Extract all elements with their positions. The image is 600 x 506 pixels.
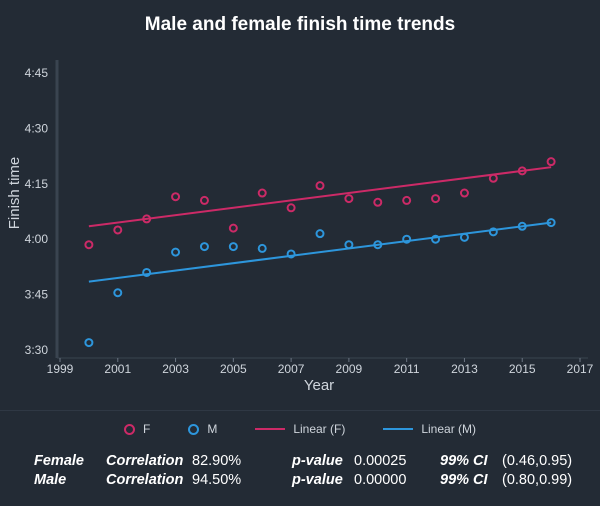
data-point bbox=[517, 221, 527, 231]
stat-group-label: Female bbox=[34, 453, 84, 469]
legend-marker-circle bbox=[123, 423, 135, 435]
x-tick-label: 2005 bbox=[220, 362, 247, 376]
x-tick-label: 2011 bbox=[394, 362, 420, 376]
data-point bbox=[142, 267, 152, 277]
data-point bbox=[373, 197, 383, 207]
y-tick-label: 3:30 bbox=[25, 343, 49, 357]
stat-ci-value: (0.80,0.99) bbox=[502, 472, 573, 488]
legend-label: F bbox=[142, 422, 151, 436]
x-tick-label: 2001 bbox=[104, 362, 131, 376]
data-point bbox=[344, 194, 354, 204]
data-point bbox=[228, 223, 238, 233]
trendline bbox=[88, 221, 552, 283]
y-tick-label: 3:45 bbox=[25, 288, 49, 302]
divider bbox=[0, 410, 600, 411]
x-tick-label: 2015 bbox=[509, 362, 536, 376]
x-tick-label: 1999 bbox=[47, 362, 74, 376]
legend-label: Linear (M) bbox=[421, 422, 477, 436]
legend: F M Linear (F) Linear (M) bbox=[0, 422, 600, 436]
data-point bbox=[171, 247, 181, 257]
stat-p-label: p-value bbox=[292, 453, 343, 469]
x-tick-label: 2013 bbox=[451, 362, 478, 376]
legend-item-linear-m[interactable]: Linear (M) bbox=[383, 422, 476, 436]
y-tick-label: 4:45 bbox=[25, 66, 49, 80]
data-point bbox=[488, 173, 498, 183]
y-tick-label: 4:30 bbox=[25, 121, 49, 135]
data-point bbox=[113, 225, 123, 235]
stat-p-value: 0.00000 bbox=[354, 472, 407, 488]
x-tick-label: 2009 bbox=[336, 362, 363, 376]
stat-p-value: 0.00025 bbox=[354, 453, 407, 469]
data-point bbox=[286, 203, 296, 213]
stat-correlation-label: Correlation bbox=[106, 453, 184, 469]
data-point bbox=[257, 188, 267, 198]
data-point bbox=[431, 234, 441, 244]
stat-ci-label: 99% CI bbox=[440, 472, 488, 488]
x-axis-label: Year bbox=[304, 377, 334, 394]
data-point bbox=[431, 194, 441, 204]
data-point bbox=[488, 227, 498, 237]
data-point bbox=[315, 229, 325, 239]
y-tick-label: 4:00 bbox=[25, 232, 49, 246]
x-tick-label: 2017 bbox=[567, 362, 594, 376]
data-point bbox=[315, 181, 325, 191]
chart-area: 3:30 3:45 4:00 4:15 4:30 4:45 1999 2001 2003 2005… bbox=[6, 60, 594, 394]
stat-ci-value: (0.46,0.95) bbox=[502, 453, 573, 469]
x-tick-label: 2003 bbox=[162, 362, 189, 376]
stats-table: Female Correlation 82.90% p-value 0.0002… bbox=[34, 453, 600, 488]
data-point bbox=[546, 157, 556, 167]
data-point bbox=[402, 234, 412, 244]
data-point bbox=[228, 242, 238, 252]
legend-item-m[interactable]: M bbox=[188, 422, 217, 436]
legend-label: M bbox=[207, 422, 218, 436]
legend-marker-line bbox=[255, 428, 286, 430]
stat-p-label: p-value bbox=[292, 472, 343, 488]
data-point bbox=[84, 240, 94, 250]
legend-item-f[interactable]: F bbox=[123, 422, 151, 436]
data-point bbox=[171, 192, 181, 202]
legend-label: Linear (F) bbox=[293, 422, 346, 436]
data-point bbox=[113, 288, 123, 298]
stat-correlation-value: 82.90% bbox=[192, 453, 242, 469]
data-point bbox=[402, 195, 412, 205]
legend-marker-line bbox=[383, 428, 414, 430]
stat-correlation-value: 94.50% bbox=[192, 472, 242, 488]
data-point bbox=[142, 214, 152, 224]
y-axis-label: Finish time bbox=[6, 157, 23, 230]
trendline bbox=[88, 166, 552, 228]
data-point bbox=[546, 218, 556, 228]
y-tick-label: 4:15 bbox=[25, 177, 49, 191]
stat-correlation-label: Correlation bbox=[106, 472, 184, 488]
legend-item-linear-f[interactable]: Linear (F) bbox=[255, 422, 345, 436]
data-point bbox=[286, 249, 296, 259]
data-point bbox=[199, 242, 209, 252]
stat-group-label: Male bbox=[34, 472, 67, 488]
data-point bbox=[344, 240, 354, 250]
data-point bbox=[84, 338, 94, 348]
data-point bbox=[517, 166, 527, 176]
data-point bbox=[459, 232, 469, 242]
legend-marker-circle bbox=[188, 423, 200, 435]
chart-title: Male and female finish time trends bbox=[144, 14, 456, 35]
data-point bbox=[459, 188, 469, 198]
data-point bbox=[257, 243, 267, 253]
stat-ci-label: 99% CI bbox=[440, 453, 488, 469]
data-point bbox=[199, 195, 209, 205]
x-tick-label: 2007 bbox=[278, 362, 305, 376]
data-point bbox=[373, 240, 383, 250]
